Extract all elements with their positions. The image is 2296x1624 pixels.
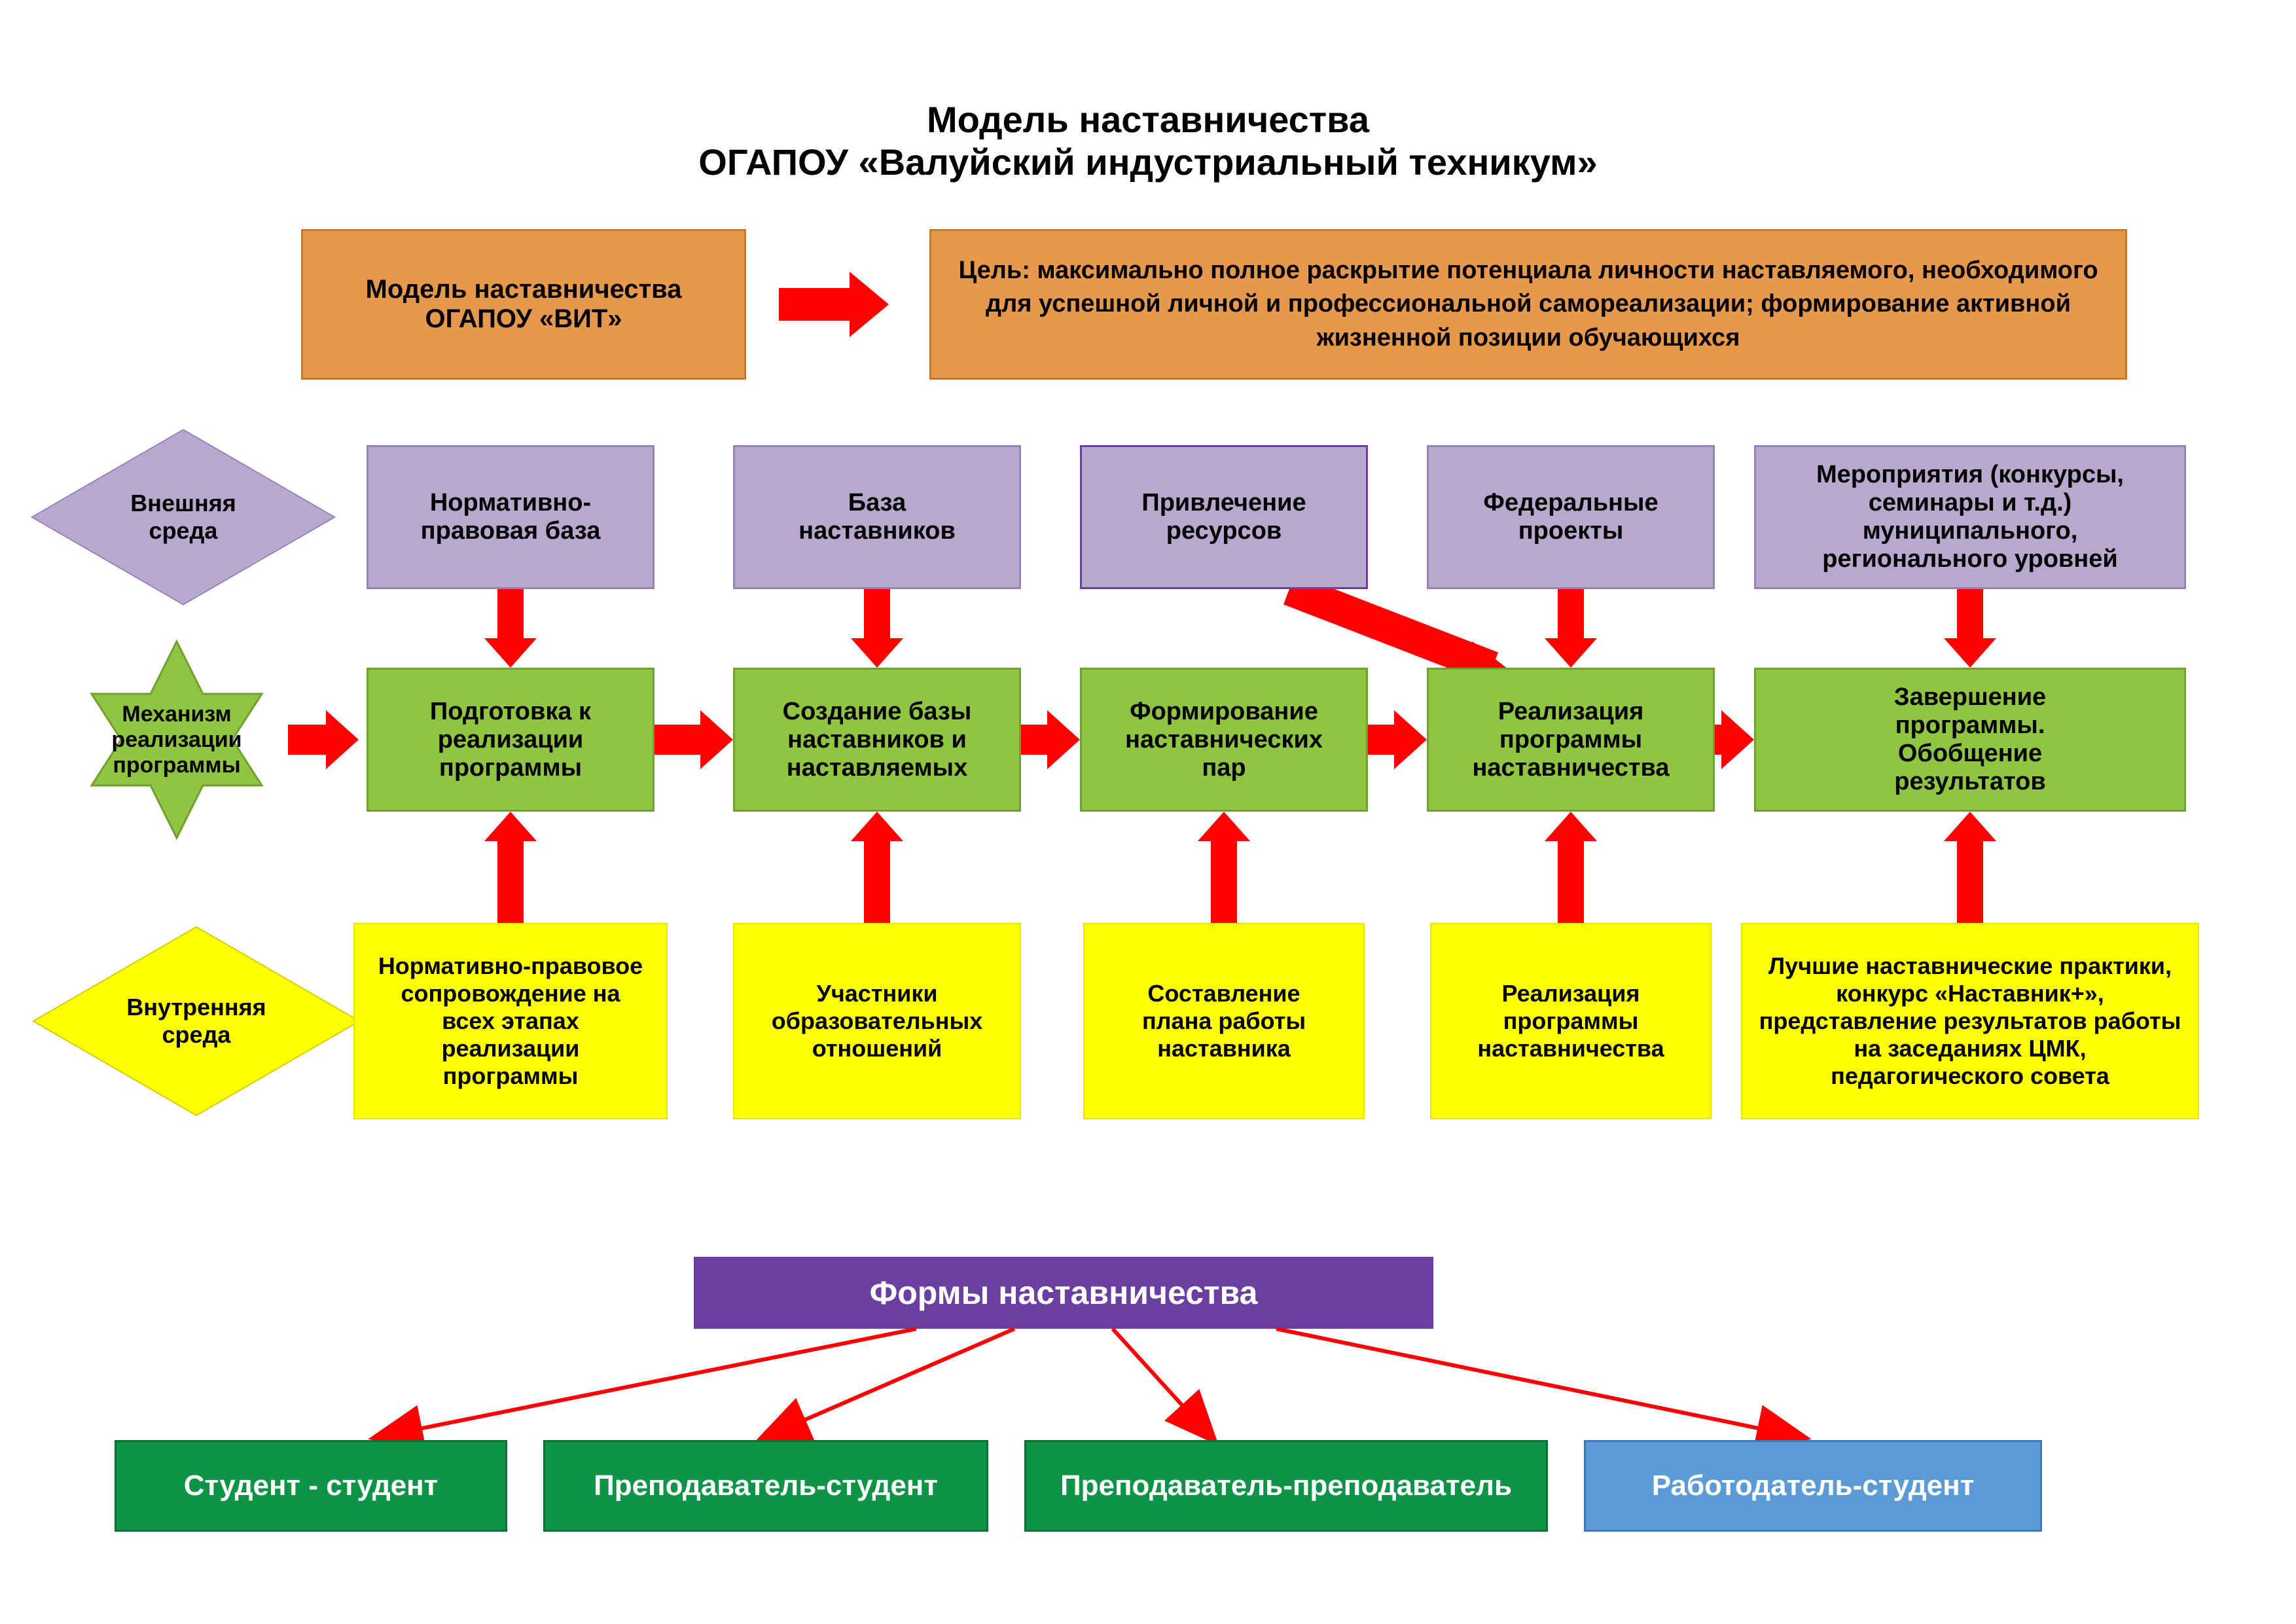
green-box-2: Формирование наставнических пар [1080,668,1368,812]
form-box-0: Студент - студент [115,1440,507,1532]
title-line1: Модель наставничества [0,98,2296,141]
internal-env-label: Внутренняя среда [85,962,308,1080]
arrow-right-green-1 [1021,710,1080,769]
arrow-right-green-3 [1715,710,1754,769]
yellow-box-1: Участники образовательных отношений [733,923,1021,1119]
purple-box-0: Нормативно- правовая база [367,445,655,589]
external-env-text: Внешняя среда [130,490,236,545]
mechanism-label: Механизм реализации программы [75,687,278,792]
purple-box-text-0: Нормативно- правовая база [421,489,601,545]
form-box-2: Преподаватель-преподаватель [1024,1440,1548,1532]
arrow-up-yellow-2 [1198,812,1250,923]
title-line2: ОГАПОУ «Валуйский индустриальный технику… [0,141,2296,183]
page-title: Модель наставничества ОГАПОУ «Валуйский … [0,98,2296,183]
green-box-text-1: Создание базы наставников и наставляемых [783,698,972,782]
purple-box-text-3: Федеральные проекты [1483,489,1658,545]
forms-arrows [98,1322,2127,1453]
green-box-3: Реализация программы наставничества [1427,668,1715,812]
form-box-text-2: Преподаватель-преподаватель [1060,1470,1512,1502]
yellow-box-text-0: Нормативно-правовое сопровождение на все… [378,952,643,1090]
yellow-box-text-1: Участники образовательных отношений [772,980,983,1062]
form-box-text-0: Студент - студент [184,1470,438,1502]
form-box-1: Преподаватель-студент [543,1440,988,1532]
mechanism-arrow [288,710,360,769]
top-right-box: Цель: максимально полное раскрытие потен… [929,229,2127,380]
yellow-box-0: Нормативно-правовое сопровождение на все… [353,923,668,1119]
green-box-text-4: Завершение программы. Обобщение результа… [1894,683,2046,796]
arrow-right-green-0 [655,710,733,769]
arrow-up-yellow-3 [1545,812,1597,923]
purple-box-1: База наставников [733,445,1021,589]
purple-box-3: Федеральные проекты [1427,445,1715,589]
arrow-up-yellow-0 [484,812,537,923]
green-box-0: Подготовка к реализации программы [367,668,655,812]
arrow-up-yellow-1 [851,812,903,923]
form-box-text-3: Работодатель-студент [1652,1470,1975,1502]
yellow-box-text-3: Реализация программы наставничества [1477,980,1664,1062]
yellow-box-2: Составление плана работы наставника [1083,923,1365,1119]
yellow-box-text-2: Составление плана работы наставника [1142,980,1306,1062]
purple-box-2: Привлечение ресурсов [1080,445,1368,589]
form-box-text-1: Преподаватель-студент [594,1470,938,1502]
green-box-4: Завершение программы. Обобщение результа… [1754,668,2186,812]
top-arrow [779,272,890,337]
arrow-down-purple-1 [851,589,903,668]
yellow-box-text-4: Лучшие наставнические практики, конкурс … [1759,952,2181,1090]
purple-box-4: Мероприятия (конкурсы, семинары и т.д.) … [1754,445,2186,589]
form-box-3: Работодатель-студент [1584,1440,2042,1532]
yellow-box-4: Лучшие наставнические практики, конкурс … [1741,923,2199,1119]
forms-banner: Формы наставничества [694,1257,1433,1329]
forms-banner-text: Формы наставничества [870,1274,1258,1312]
green-box-text-2: Формирование наставнических пар [1125,698,1323,782]
arrow-down-purple-3 [1545,589,1597,668]
mechanism-text: Механизм реализации программы [111,702,242,778]
external-env-label: Внешняя среда [79,458,288,576]
arrow-down-purple-0 [484,589,537,668]
top-left-text: Модель наставничества ОГАПОУ «ВИТ» [366,275,682,334]
arrow-up-yellow-4 [1944,812,1996,923]
diagram-canvas: Модель наставничества ОГАПОУ «Валуйский … [0,0,2296,1624]
arrow-down-purple-4 [1944,589,1996,668]
green-box-text-0: Подготовка к реализации программы [430,698,591,782]
purple-box-text-2: Привлечение ресурсов [1141,489,1306,545]
arrow-right-green-2 [1368,710,1427,769]
green-box-text-3: Реализация программы наставничества [1472,698,1669,782]
purple-box-text-1: База наставников [798,489,956,545]
purple-box-text-4: Мероприятия (конкурсы, семинары и т.д.) … [1769,461,2171,573]
internal-env-text: Внутренняя среда [126,994,266,1049]
yellow-box-3: Реализация программы наставничества [1430,923,1712,1119]
green-box-1: Создание базы наставников и наставляемых [733,668,1021,812]
top-right-text: Цель: максимально полное раскрытие потен… [944,254,2112,355]
top-left-box: Модель наставничества ОГАПОУ «ВИТ» [301,229,746,380]
